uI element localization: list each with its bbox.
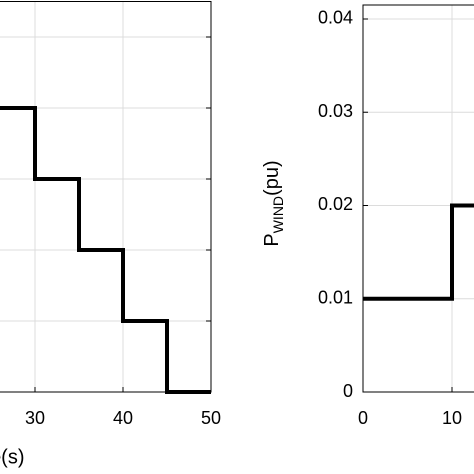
- y-tick-label: 0.03: [318, 101, 353, 121]
- y-axis-label-main: P: [261, 233, 283, 246]
- x-tick-label: 40: [113, 408, 133, 428]
- y-tick-label: 0.04: [318, 8, 353, 28]
- y-axis-label-suffix: (pu): [261, 160, 283, 196]
- plot-frame: [362, 4, 474, 393]
- data-line: [0, 106, 211, 394]
- x-axis-label: Time(s): [0, 446, 25, 468]
- x-tick-label: 30: [25, 408, 45, 428]
- y-tick-label: 0: [343, 381, 353, 401]
- y-axis-label: PWIND(pu): [261, 160, 285, 246]
- plot-frame: [0, 1, 212, 393]
- y-tick-label: 0.01: [318, 287, 353, 307]
- x-tick-label: 10: [442, 408, 462, 428]
- x-tick-label: 0: [358, 408, 368, 428]
- y-tick-label: 0.02: [318, 194, 353, 214]
- y-axis-label-sub: WIND: [270, 196, 286, 233]
- data-line: [363, 203, 474, 301]
- x-tick-label: 50: [201, 408, 221, 428]
